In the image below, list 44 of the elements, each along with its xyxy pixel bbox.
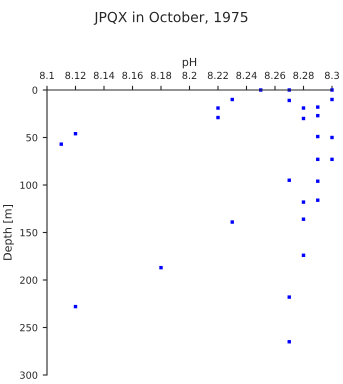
point <box>302 200 306 204</box>
point <box>216 116 220 120</box>
point <box>230 220 234 224</box>
x-tick-label: 8.1 <box>40 72 54 80</box>
chart-title: JPQX in October, 1975 <box>94 12 248 25</box>
x-tick-label: 8.18 <box>150 72 172 80</box>
point <box>316 105 320 109</box>
point <box>330 158 334 162</box>
point <box>302 218 306 221</box>
point <box>288 178 291 182</box>
point <box>159 266 163 270</box>
x-tick-label: 8.3 <box>324 72 339 80</box>
y-tick-label: 50 <box>26 134 38 142</box>
point <box>302 254 306 257</box>
x-tick-label: 8.28 <box>293 72 314 80</box>
point <box>316 158 320 162</box>
point <box>302 106 306 110</box>
point <box>216 106 220 110</box>
x-tick-label: 8.16 <box>122 72 143 80</box>
y-tick-label: 250 <box>20 324 38 332</box>
x-tick-label: 8.24 <box>236 72 257 80</box>
point <box>74 304 78 308</box>
x-tick-label: 8.14 <box>94 72 114 80</box>
y-tick-label: 200 <box>20 276 38 284</box>
point <box>288 295 291 299</box>
point <box>60 142 63 146</box>
y-tick-label: 100 <box>20 181 38 189</box>
x-tick-label: 8.12 <box>65 72 86 80</box>
point <box>316 134 320 138</box>
point <box>230 98 234 102</box>
y-axis-title: Depth [m] <box>3 205 14 260</box>
x-axis-title: pH <box>182 58 196 68</box>
y-tick-label: 0 <box>32 86 38 94</box>
point <box>316 114 320 118</box>
y-tick-label: 150 <box>20 228 38 236</box>
x-tick-label: 8.26 <box>264 72 286 80</box>
point <box>288 98 291 102</box>
point <box>288 340 291 344</box>
x-tick-label: 8.2 <box>182 72 196 80</box>
point <box>316 198 320 202</box>
point <box>74 132 78 136</box>
y-tick-label: 300 <box>20 371 38 379</box>
point <box>316 180 320 183</box>
x-tick-label: 8.22 <box>208 72 228 80</box>
